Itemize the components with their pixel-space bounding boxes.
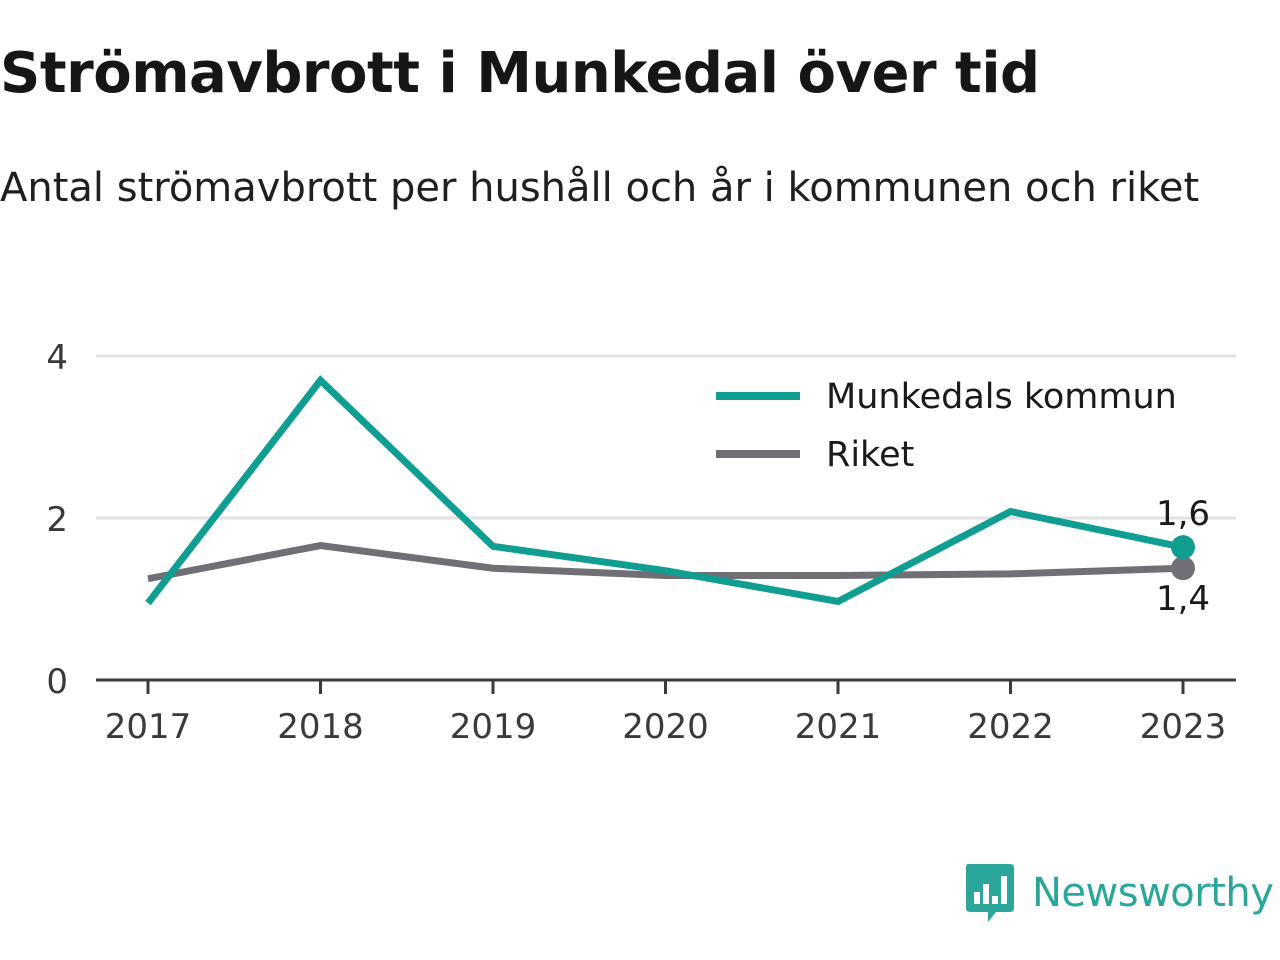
end-marker-riket — [1171, 556, 1195, 581]
x-tick-label: 2019 — [450, 707, 537, 747]
x-tick-label: 2022 — [967, 707, 1054, 747]
x-tick-label: 2021 — [795, 707, 882, 747]
chart-title: Strömavbrott i Munkedal över tid — [0, 41, 1040, 106]
chart-subtitle: Antal strömavbrott per hushåll och år i … — [0, 165, 1200, 211]
newsworthy-brand: Newsworthy — [964, 862, 1274, 924]
x-tick-label: 2023 — [1140, 707, 1227, 747]
end-marker-munkedal — [1171, 535, 1195, 560]
newsworthy-logo-icon — [966, 864, 1014, 922]
legend-label: Riket — [826, 435, 914, 475]
series-line-munkedal — [145, 375, 1184, 606]
end-label-munkedal: 1,6 — [1156, 494, 1210, 534]
legend-label: Munkedals kommun — [826, 377, 1177, 417]
series-line-riket — [147, 541, 1184, 583]
x-tick-label: 2018 — [277, 707, 364, 747]
x-tick-label: 2017 — [105, 707, 192, 747]
y-tick-label: 2 — [46, 500, 68, 540]
x-tick-label: 2020 — [622, 707, 709, 747]
y-tick-label: 0 — [46, 662, 68, 702]
x-axis: 2017 2018 2019 2020 2021 2022 2023 — [96, 678, 1236, 747]
legend: Munkedals kommun Riket — [716, 377, 1177, 475]
brand-name: Newsworthy — [1032, 870, 1274, 916]
y-tick-label: 4 — [46, 338, 68, 378]
y-axis-ticks: 0 2 4 — [46, 338, 68, 702]
series-lines: 1,6 1,4 — [145, 375, 1210, 619]
end-label-riket: 1,4 — [1156, 579, 1210, 619]
